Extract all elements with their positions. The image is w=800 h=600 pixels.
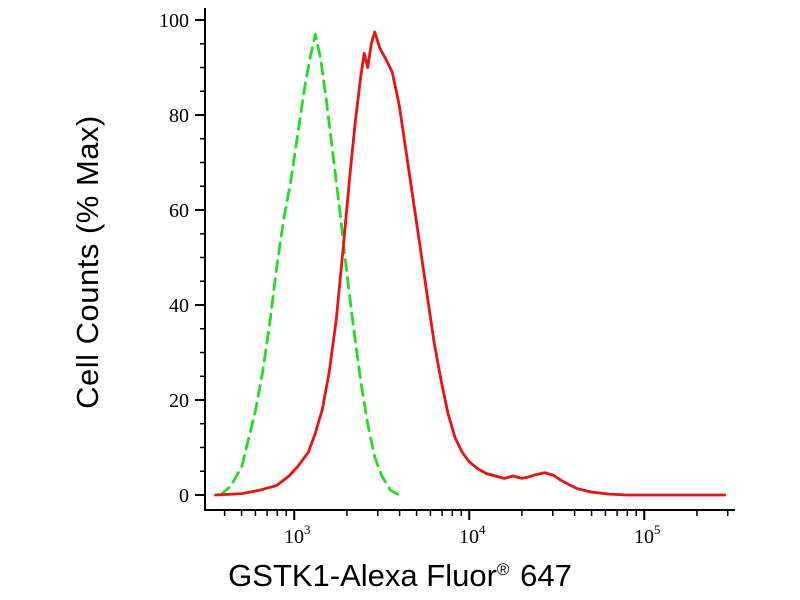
y-tick-label: 40 — [169, 295, 189, 317]
y-tick-label: 20 — [169, 390, 189, 412]
x-axis-label-main: GSTK1-Alexa Fluor — [228, 558, 497, 593]
y-tick-label: 0 — [179, 485, 189, 507]
x-axis-label-number: 647 — [520, 558, 572, 593]
y-tick-label: 100 — [159, 10, 189, 32]
y-tick-label: 60 — [169, 200, 189, 222]
registered-trademark-symbol: ® — [496, 559, 510, 579]
x-axis-label: GSTK1-Alexa Fluor® 647 — [228, 558, 572, 594]
y-tick-label: 80 — [169, 105, 189, 127]
x-tick-label: 103 — [284, 522, 311, 548]
y-axis-label: Cell Counts (% Max) — [70, 115, 105, 409]
green-dashed-curve — [219, 32, 401, 497]
x-tick-label: 104 — [459, 522, 486, 548]
x-tick-label: 105 — [634, 522, 661, 548]
red-solid-curve — [214, 30, 727, 497]
